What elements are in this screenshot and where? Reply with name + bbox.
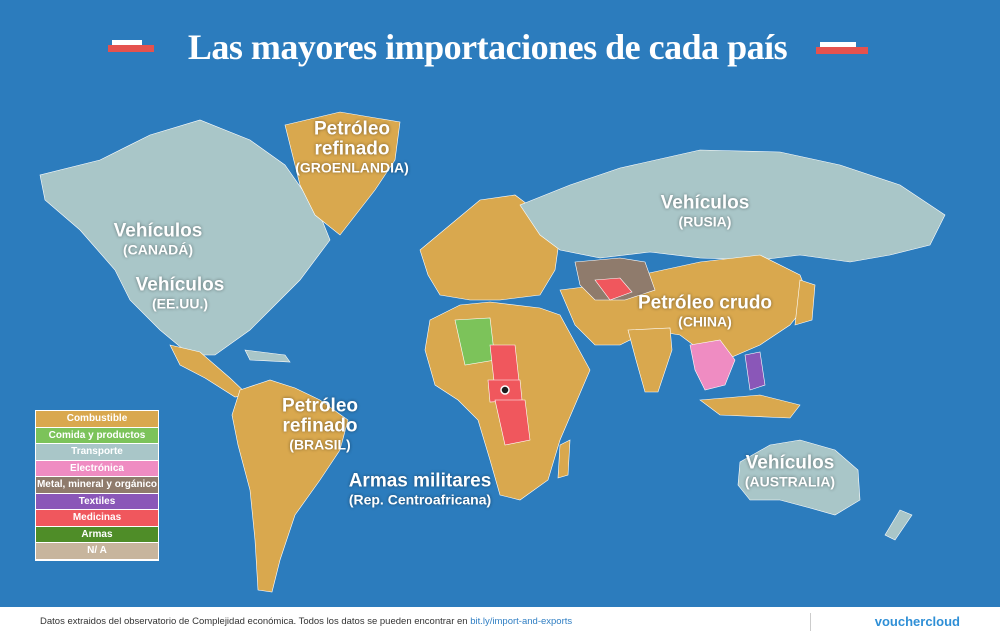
- label-line: Vehículos: [135, 274, 225, 296]
- india: [627, 327, 673, 393]
- legend-item: Metal, mineral y orgánico: [36, 477, 158, 494]
- label-country: (BRASIL): [289, 436, 351, 453]
- label-country: (CHINA): [678, 313, 732, 330]
- label-country: (AUSTRALIA): [744, 473, 836, 490]
- footer-text: Datos extraidos del observatorio de Comp…: [40, 616, 572, 627]
- map-label: Armas militares (Rep. Centroafricana): [348, 470, 492, 509]
- legend-item: Armas: [36, 526, 158, 543]
- japan: [794, 279, 816, 326]
- philippines: [744, 351, 766, 391]
- source-text: Datos extraidos del observatorio de Comp…: [40, 616, 468, 627]
- label-country: (GROENLANDIA): [295, 159, 409, 176]
- brand[interactable]: vouchercloud: [874, 614, 960, 629]
- map-label: Vehículos (RUSIA): [660, 192, 750, 231]
- label-country: (EE.UU.): [151, 295, 208, 312]
- label-line: Petróleo: [313, 118, 391, 140]
- legend-item: Electrónica: [36, 460, 158, 477]
- uzbekistan: [594, 277, 633, 301]
- map-label: Petróleo refinado (GROENLANDIA): [295, 118, 409, 177]
- legend-item: Combustible: [36, 411, 158, 428]
- new-zealand: [884, 509, 913, 541]
- legend-item: Comida y productos: [36, 427, 158, 444]
- source-link[interactable]: bit.ly/import-and-exports: [470, 616, 573, 627]
- australia: [737, 439, 861, 516]
- label-line: Vehículos: [745, 452, 835, 474]
- ship-left: [108, 40, 154, 52]
- map-label: Petróleo refinado (BRASIL): [281, 395, 359, 454]
- legend-item: Transporte: [36, 444, 158, 461]
- map-label: Petróleo crudo (CHINA): [637, 292, 773, 331]
- footer: Datos extraidos del observatorio de Comp…: [0, 607, 1000, 637]
- label-country: (Rep. Centroafricana): [348, 491, 492, 508]
- map-label: Vehículos (CANADÁ): [113, 220, 203, 259]
- russia: [519, 149, 946, 263]
- map-label: Vehículos (EE.UU.): [135, 274, 225, 313]
- europe: [419, 194, 561, 301]
- ship-right: [816, 42, 868, 54]
- label-line: Armas militares: [348, 470, 492, 492]
- southeast-asia: [689, 339, 736, 391]
- title: Las mayores importaciones de cada país: [187, 27, 788, 67]
- madagascar: [557, 439, 571, 479]
- map-label: Vehículos (AUSTRALIA): [744, 452, 836, 491]
- label-line: Vehículos: [660, 192, 750, 214]
- label-country: (CANADÁ): [122, 241, 193, 258]
- label-line: Vehículos: [113, 220, 203, 242]
- south-america: [231, 379, 349, 593]
- world-map: [39, 40, 946, 593]
- caribbean: [244, 349, 291, 363]
- legend-item: Textiles: [36, 493, 158, 510]
- marker: [500, 385, 510, 395]
- congo: [494, 399, 531, 446]
- label-line: Petróleo: [281, 395, 359, 417]
- label-line: Petróleo crudo: [637, 292, 773, 314]
- label-line: refinado: [314, 138, 390, 160]
- greenland: [284, 111, 401, 236]
- legend-item: N/ A: [36, 543, 158, 560]
- north-america: [39, 119, 331, 356]
- legend: Combustible Comida y productos Transporte E…: [35, 410, 159, 561]
- label-line: refinado: [282, 415, 358, 437]
- indonesia: [699, 394, 801, 419]
- legend-item: Medicinas: [36, 510, 158, 527]
- label-country: (RUSIA): [678, 213, 732, 230]
